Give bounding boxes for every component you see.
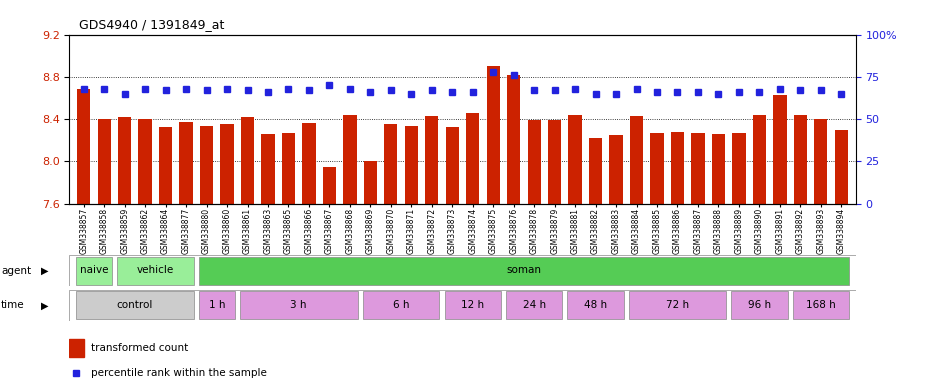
Text: 72 h: 72 h (666, 300, 689, 310)
Bar (630, 116, 643, 204)
Bar (117, 257, 193, 285)
Bar (118, 117, 131, 204)
Bar (794, 115, 807, 204)
Bar (589, 138, 602, 204)
Bar (97, 119, 111, 204)
Text: 96 h: 96 h (747, 300, 771, 310)
Bar (610, 135, 623, 204)
Text: naive: naive (80, 265, 108, 275)
Text: 1 h: 1 h (208, 300, 225, 310)
Bar (199, 291, 235, 319)
Bar (814, 119, 828, 204)
Bar (445, 291, 501, 319)
Bar (671, 132, 684, 204)
Bar (426, 116, 438, 204)
Bar (69, 339, 83, 356)
Text: 24 h: 24 h (523, 300, 546, 310)
Bar (732, 291, 787, 319)
Bar (220, 124, 234, 204)
Bar (507, 74, 521, 204)
Bar (76, 291, 193, 319)
Bar (691, 133, 705, 204)
Bar (364, 161, 377, 204)
Bar (487, 66, 500, 204)
Bar (77, 89, 91, 204)
Bar (753, 115, 766, 204)
Text: GDS4940 / 1391849_at: GDS4940 / 1391849_at (79, 18, 224, 31)
Bar (466, 113, 479, 204)
Bar (404, 126, 418, 204)
Text: ▶: ▶ (41, 266, 48, 276)
Text: percentile rank within the sample: percentile rank within the sample (92, 368, 267, 378)
Text: 12 h: 12 h (462, 300, 485, 310)
Text: time: time (1, 300, 25, 310)
Bar (363, 291, 439, 319)
Bar (302, 123, 315, 204)
Bar (446, 127, 459, 204)
Text: ▶: ▶ (41, 300, 48, 310)
Bar (384, 124, 398, 204)
Bar (343, 115, 356, 204)
Bar (834, 129, 848, 204)
Text: agent: agent (1, 266, 31, 276)
Bar (262, 134, 275, 204)
Bar (773, 95, 786, 204)
Bar (240, 291, 358, 319)
Bar (282, 133, 295, 204)
Bar (548, 120, 561, 204)
Bar (629, 291, 726, 319)
Bar (569, 115, 582, 204)
Bar (240, 117, 254, 204)
Bar (159, 127, 172, 204)
Text: 3 h: 3 h (290, 300, 307, 310)
Bar (323, 167, 336, 204)
Bar (506, 291, 562, 319)
Bar (527, 120, 541, 204)
Bar (139, 119, 152, 204)
Bar (650, 133, 663, 204)
Text: vehicle: vehicle (137, 265, 174, 275)
Bar (793, 291, 849, 319)
Text: 48 h: 48 h (584, 300, 607, 310)
Bar (711, 134, 725, 204)
Bar (200, 126, 214, 204)
Text: soman: soman (506, 265, 541, 275)
Text: transformed count: transformed count (92, 343, 189, 353)
Text: 168 h: 168 h (806, 300, 835, 310)
Bar (179, 122, 192, 204)
Bar (567, 291, 623, 319)
Bar (733, 133, 746, 204)
Text: control: control (117, 300, 153, 310)
Text: 6 h: 6 h (393, 300, 410, 310)
Bar (76, 257, 112, 285)
Bar (199, 257, 849, 285)
